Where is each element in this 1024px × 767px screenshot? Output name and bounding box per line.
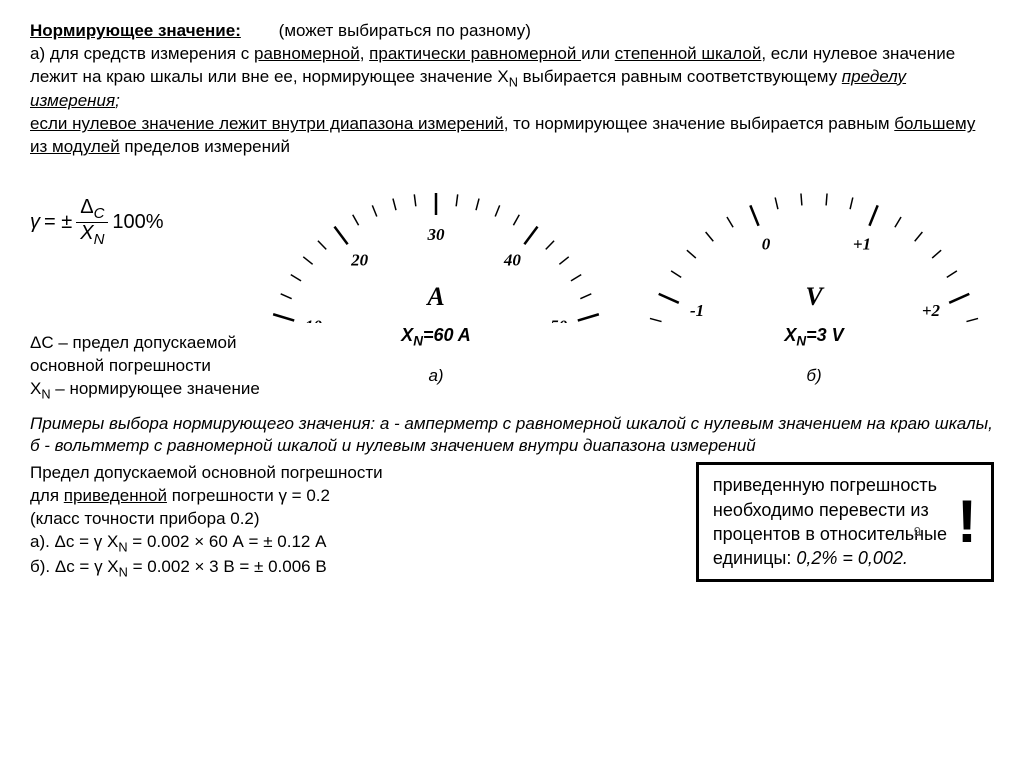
c2: (класс точности прибора 0.2) [30, 508, 678, 531]
b2: необходимо перевести из [713, 498, 947, 522]
txt: или [581, 44, 615, 63]
exa: а - амперметр с равномерной шкалой с нул… [380, 414, 993, 433]
txt: , [360, 44, 369, 63]
txt: ; [115, 91, 120, 110]
num: Δ [80, 196, 93, 218]
c1: Предел допускаемой основной погрешности [30, 462, 678, 485]
svg-text:V: V [805, 282, 825, 311]
u: степенной шкалой [615, 44, 762, 63]
xn: X [401, 325, 413, 345]
n2s: N [41, 386, 50, 401]
ns: C [94, 205, 105, 222]
svg-text:50: 50 [550, 317, 568, 324]
svg-text:0: 0 [762, 235, 771, 254]
b4a: единицы: [713, 548, 796, 568]
cat: = 0.002 × 60 А = ± 0.12 А [128, 532, 327, 551]
gauge-a-svg: 0102030405060A [256, 173, 616, 323]
svg-text:+2: +2 [922, 301, 941, 320]
gauge-b-svg: -2-10+1+2+3V [634, 173, 994, 323]
xv: =60 A [423, 325, 471, 345]
u: равномерной [254, 44, 360, 63]
para-b: если нулевое значение лежит внутри диапа… [30, 113, 994, 159]
xs: N [796, 334, 806, 349]
svg-text:+1: +1 [853, 235, 871, 254]
examples: Примеры выбора нормирующего значения: а … [30, 413, 994, 459]
txt: выбирается равным соответствующему [518, 67, 842, 86]
cas: N [118, 540, 127, 555]
svg-text:20: 20 [350, 251, 369, 270]
exlead: Примеры выбора нормирующего значения: [30, 414, 380, 433]
pct: 100% [112, 209, 163, 236]
b3: процентов в относительные [713, 522, 947, 546]
cap-b: б) [634, 365, 994, 388]
n2: X [30, 379, 41, 398]
sub: N [509, 74, 518, 89]
heading-row: Нормирующее значение: (может выбираться … [30, 20, 994, 43]
gauge-ammeter: 0102030405060A XN=60 A а) [256, 173, 616, 388]
ds: N [94, 231, 105, 248]
svg-text:40: 40 [503, 251, 521, 270]
exclaim-icon: ! [957, 498, 977, 546]
gamma: γ [30, 209, 40, 236]
title: Нормирующее значение: [30, 21, 241, 40]
txt: , то нормирующее значение выбирается рав… [504, 114, 895, 133]
cap-a: а) [256, 365, 616, 388]
para-a: а) для средств измерения с равномерной, … [30, 43, 994, 113]
txt: а) для средств измерения с [30, 44, 254, 63]
cbs: N [119, 564, 128, 579]
gauge-voltmeter: -2-10+1+2+3V XN=3 V б) [634, 173, 994, 388]
formula: γ = ± ΔC XN 100% [30, 197, 230, 248]
cb: б). Δс = γ X [30, 557, 119, 576]
svg-text:30: 30 [427, 225, 446, 244]
b4b: 0,2% = 0,002. [796, 548, 908, 568]
u: если нулевое значение лежит внутри диапа… [30, 114, 504, 133]
c1u: приведенной [64, 486, 167, 505]
exb: б - вольтметр с равномерной шкалой и нул… [30, 436, 756, 455]
svg-text:A: A [425, 282, 444, 311]
u: практически равномерной [369, 44, 581, 63]
page-number: 9 [914, 523, 921, 541]
cbt: = 0.002 × 3 В = ± 0.006 В [128, 557, 327, 576]
xv: =3 V [806, 325, 844, 345]
txt: пределов измерений [120, 137, 290, 156]
c1t: погрешности γ = 0.2 [167, 486, 330, 505]
title-paren: (может выбираться по разному) [279, 21, 531, 40]
den: X [80, 222, 93, 244]
xn: X [784, 325, 796, 345]
eq: = ± [44, 209, 72, 236]
c1p: для [30, 486, 64, 505]
svg-text:10: 10 [305, 317, 323, 324]
b1: приведенную погрешность [713, 473, 947, 497]
important-box: приведенную погрешность необходимо перев… [696, 462, 994, 581]
xs: N [413, 334, 423, 349]
calculations: Предел допускаемой основной погрешности … [30, 462, 678, 580]
ca: а). Δс = γ X [30, 532, 118, 551]
n2t: – нормирующее значение [51, 379, 260, 398]
svg-text:-1: -1 [690, 301, 704, 320]
